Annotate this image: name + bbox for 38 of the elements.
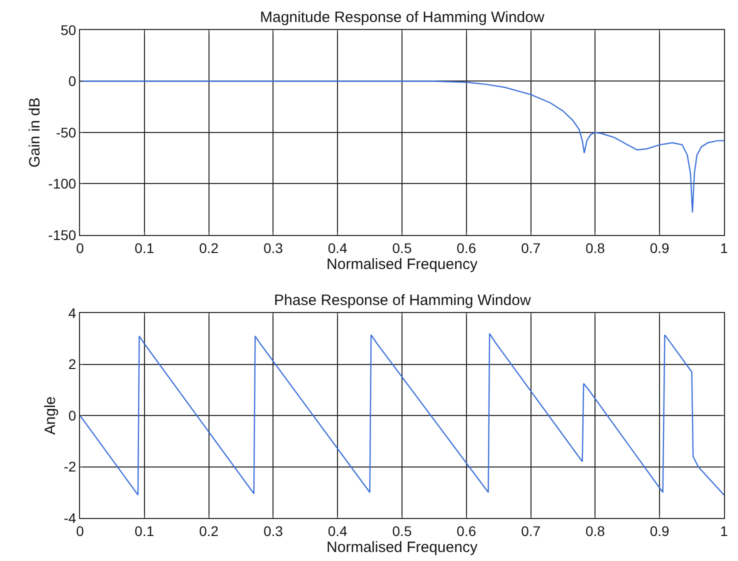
x-tick-label: 0.8 bbox=[585, 522, 606, 539]
x-tick-label: 0.2 bbox=[199, 240, 219, 256]
x-tick-label: 0.4 bbox=[328, 522, 348, 539]
y-tick-label: -100 bbox=[48, 176, 76, 192]
y-tick-label: 0 bbox=[68, 407, 76, 424]
y-tick-label: 50 bbox=[60, 22, 76, 38]
y-tick-label: 2 bbox=[68, 356, 76, 372]
x-tick-label: 0.5 bbox=[392, 240, 412, 256]
x-tick-label: 0.9 bbox=[650, 522, 670, 539]
y-tick-label: 4 bbox=[68, 304, 76, 321]
y-axis-title: Gain in dB bbox=[26, 97, 44, 168]
x-tick-label: 0.1 bbox=[134, 240, 154, 256]
y-tick-label: 0 bbox=[68, 73, 76, 90]
x-tick-label: 0.7 bbox=[521, 522, 541, 539]
x-tick-label: 0.7 bbox=[521, 240, 541, 256]
x-axis-title: Normalised Frequency bbox=[326, 538, 478, 556]
x-tick-label: 1 bbox=[720, 522, 728, 539]
x-tick-label: 0.3 bbox=[263, 522, 284, 539]
x-axis-title: Normalised Frequency bbox=[326, 256, 478, 273]
x-tick-label: 0.2 bbox=[199, 522, 219, 539]
x-tick-label: 0.6 bbox=[456, 240, 476, 256]
x-tick-label: 0.6 bbox=[456, 522, 476, 539]
x-tick-label: 0.8 bbox=[585, 240, 606, 256]
x-tick-label: 0.1 bbox=[134, 522, 154, 539]
line-series bbox=[80, 332, 724, 496]
y-tick-label: -4 bbox=[64, 510, 76, 526]
x-tick-label: 0.3 bbox=[263, 240, 284, 256]
x-tick-label: 0.9 bbox=[650, 240, 670, 256]
y-tick-label: -2 bbox=[64, 458, 76, 475]
line-series bbox=[80, 80, 724, 214]
y-axis-title: Angle bbox=[42, 396, 59, 435]
x-tick-label: 0.5 bbox=[392, 522, 412, 539]
chart-title: Magnitude Response of Hamming Window bbox=[260, 9, 544, 26]
y-tick-label: -150 bbox=[48, 226, 76, 243]
x-tick-label: 1 bbox=[720, 240, 728, 256]
y-tick-label: -50 bbox=[56, 124, 76, 140]
x-tick-label: 0.4 bbox=[328, 240, 348, 256]
chart-title: Phase Response of Hamming Window bbox=[274, 292, 531, 309]
